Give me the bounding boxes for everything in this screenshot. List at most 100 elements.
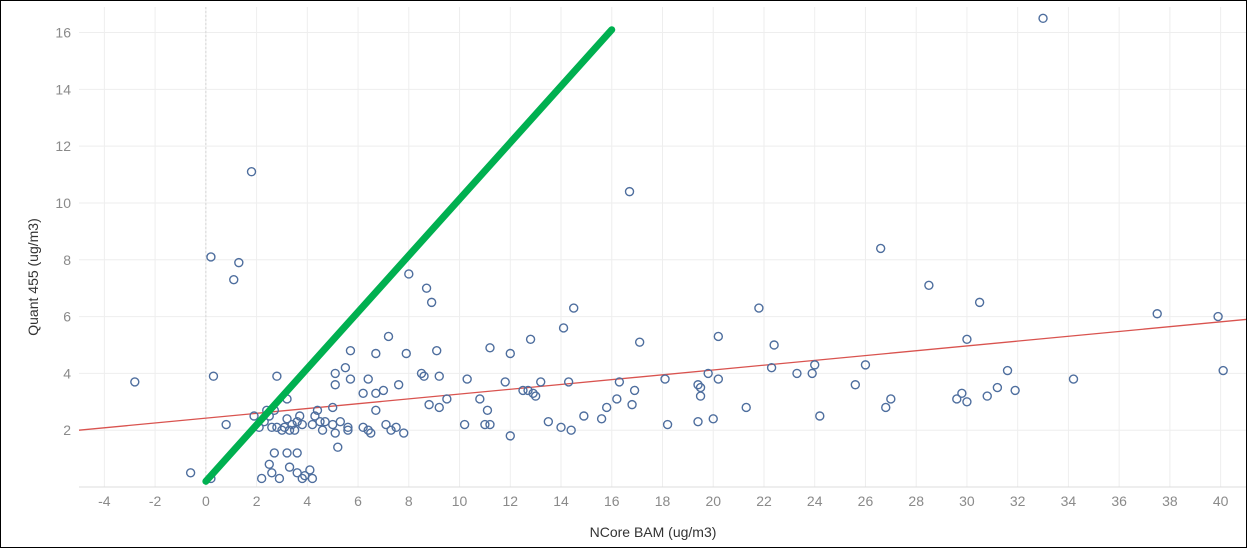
data-point — [330, 380, 340, 390]
data-point — [269, 448, 280, 458]
data-point — [614, 377, 625, 387]
x-tick-label: 12 — [502, 493, 518, 509]
data-point — [957, 388, 967, 398]
data-point — [660, 374, 670, 384]
x-tick-label: 16 — [604, 493, 620, 509]
data-point — [523, 385, 533, 396]
x-tick-label: 26 — [858, 493, 874, 509]
x-tick-label: 6 — [354, 493, 362, 509]
data-point — [1213, 311, 1223, 322]
data-point — [421, 283, 432, 293]
data-point — [249, 411, 259, 421]
data-point — [596, 414, 607, 424]
data-point — [383, 331, 394, 342]
data-point — [881, 402, 891, 413]
data-point — [886, 394, 896, 404]
data-point — [393, 380, 404, 390]
data-point — [741, 402, 751, 413]
data-point — [419, 371, 429, 381]
data-point — [612, 394, 622, 404]
x-axis-title: NCore BAM (ug/m3) — [590, 524, 717, 540]
data-point — [297, 419, 307, 430]
data-point — [579, 411, 589, 421]
data-point — [330, 428, 340, 438]
data-point — [528, 388, 538, 398]
y-tick-label: 4 — [63, 365, 71, 381]
data-point — [221, 419, 231, 430]
data-point — [563, 377, 574, 387]
x-tick-label: 4 — [303, 493, 311, 509]
data-point — [295, 411, 305, 421]
data-point — [810, 360, 820, 370]
y-tick-label: 14 — [55, 81, 71, 97]
data-point — [343, 425, 353, 435]
data-point — [366, 428, 376, 438]
data-point — [480, 419, 490, 430]
data-point — [703, 368, 713, 379]
data-point — [371, 405, 381, 416]
trend-line — [78, 318, 1246, 431]
x-tick-labels: -4 -2 0 2 4 6 8 10 12 14 16 18 20 22 24 26 28 30 32 34 36 38 4… — [98, 493, 1228, 509]
x-tick-label: 2 — [253, 493, 261, 509]
data-point — [267, 422, 277, 433]
data-point — [505, 348, 515, 359]
x-tick-label: 10 — [452, 493, 468, 509]
data-point — [536, 377, 546, 387]
data-point — [627, 399, 637, 410]
y-tick-label: 6 — [63, 309, 71, 325]
data-point — [404, 269, 414, 279]
data-point — [282, 448, 292, 458]
data-point — [543, 416, 554, 427]
data-point — [815, 411, 825, 421]
data-point — [569, 303, 579, 313]
data-point — [401, 348, 411, 359]
data-point — [317, 425, 328, 435]
data-point — [432, 345, 442, 356]
data-point — [530, 391, 541, 401]
data-point — [264, 459, 274, 469]
data-point — [330, 368, 340, 379]
data-point — [381, 419, 391, 430]
x-tick-label: 0 — [202, 493, 210, 509]
data-point — [459, 419, 470, 430]
y-tick-label: 16 — [55, 25, 71, 41]
data-point — [442, 394, 452, 404]
data-point — [312, 405, 323, 416]
data-point — [391, 422, 401, 433]
y-axis-title: Quant 455 (ug/m3) — [25, 218, 41, 336]
data-point — [399, 428, 409, 438]
data-point — [130, 377, 140, 387]
data-point — [289, 425, 300, 435]
data-point — [525, 334, 536, 345]
data-point — [335, 416, 346, 427]
data-point — [992, 382, 1003, 393]
data-point — [333, 442, 343, 452]
data-point — [850, 380, 861, 390]
data-point — [284, 425, 295, 435]
data-point — [924, 280, 934, 291]
data-point — [274, 473, 285, 484]
data-point — [327, 402, 338, 413]
data-point — [875, 243, 886, 254]
reference-line — [202, 26, 616, 485]
data-point — [1152, 309, 1162, 319]
data-point — [485, 419, 495, 430]
data-point — [424, 399, 434, 410]
data-point — [1002, 365, 1013, 376]
x-tick-label: 34 — [1061, 493, 1077, 509]
data-point — [807, 368, 817, 379]
data-point — [426, 297, 437, 308]
y-tick-label: 2 — [63, 422, 71, 438]
data-point — [229, 274, 239, 285]
data-point — [982, 391, 992, 401]
data-point — [601, 402, 612, 413]
x-tick-label: 22 — [756, 493, 772, 509]
data-point — [693, 380, 703, 390]
data-point — [708, 414, 718, 424]
data-point — [566, 425, 576, 435]
x-tick-label: 38 — [1162, 493, 1178, 509]
data-point — [297, 473, 307, 484]
data-point — [284, 462, 295, 472]
data-point — [267, 468, 277, 478]
